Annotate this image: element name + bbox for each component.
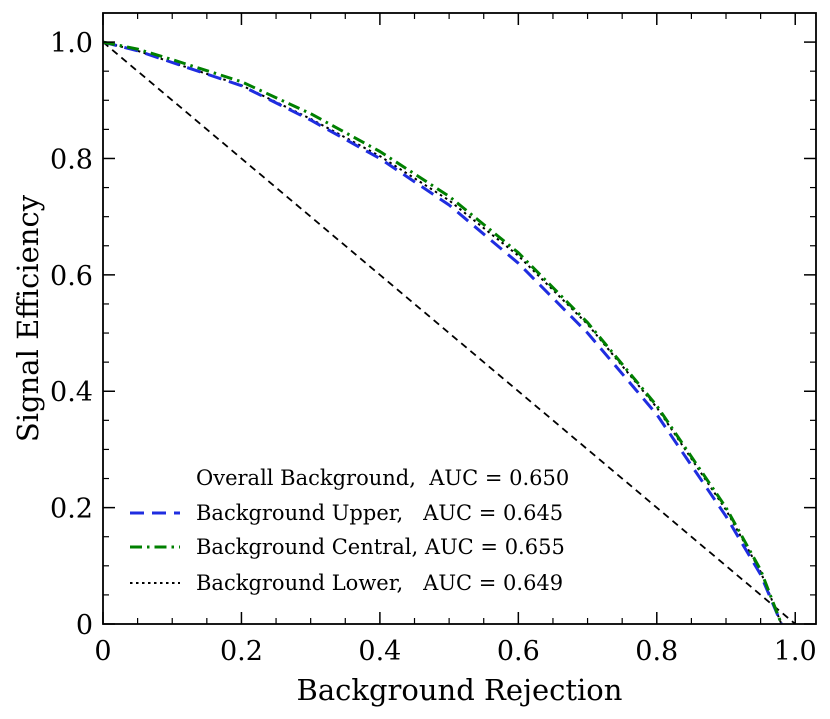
y-tick-label: 0.4	[50, 377, 93, 408]
x-tick-label: 0.4	[358, 636, 401, 667]
legend-entry-3: Background Lower, AUC = 0.649	[196, 571, 563, 595]
axis-ticks: 0 0.2 0.4 0.6 0.8 1.0 0 0.2 0.4 0.6 0.8 1.0	[50, 13, 817, 667]
legend: Overall Background, AUC = 0.650 Backgroun…	[130, 466, 569, 595]
x-tick-label: 0.8	[635, 636, 678, 667]
x-tick-label: 1.0	[774, 636, 817, 667]
y-tick-label: 0	[76, 610, 93, 641]
plot-frame	[102, 12, 817, 625]
x-tick-label: 0.2	[220, 636, 263, 667]
y-tick-label: 0.6	[50, 261, 93, 292]
plot-area	[102, 40, 796, 625]
y-axis-label: Signal Efficiency	[11, 194, 45, 442]
y-tick-label: 0.2	[50, 494, 93, 525]
legend-entry-0: Overall Background, AUC = 0.650	[196, 466, 569, 490]
x-tick-label: 0.6	[497, 636, 540, 667]
y-tick-label: 0.8	[50, 144, 93, 175]
series-line-1	[102, 40, 783, 625]
x-axis-label: Background Rejection	[297, 673, 623, 707]
random-classifier-line	[102, 41, 796, 625]
legend-entry-1: Background Upper, AUC = 0.645	[196, 501, 563, 525]
y-tick-label: 1.0	[50, 28, 93, 59]
legend-entry-2: Background Central, AUC = 0.655	[196, 535, 565, 559]
x-tick-label: 0	[94, 636, 111, 667]
